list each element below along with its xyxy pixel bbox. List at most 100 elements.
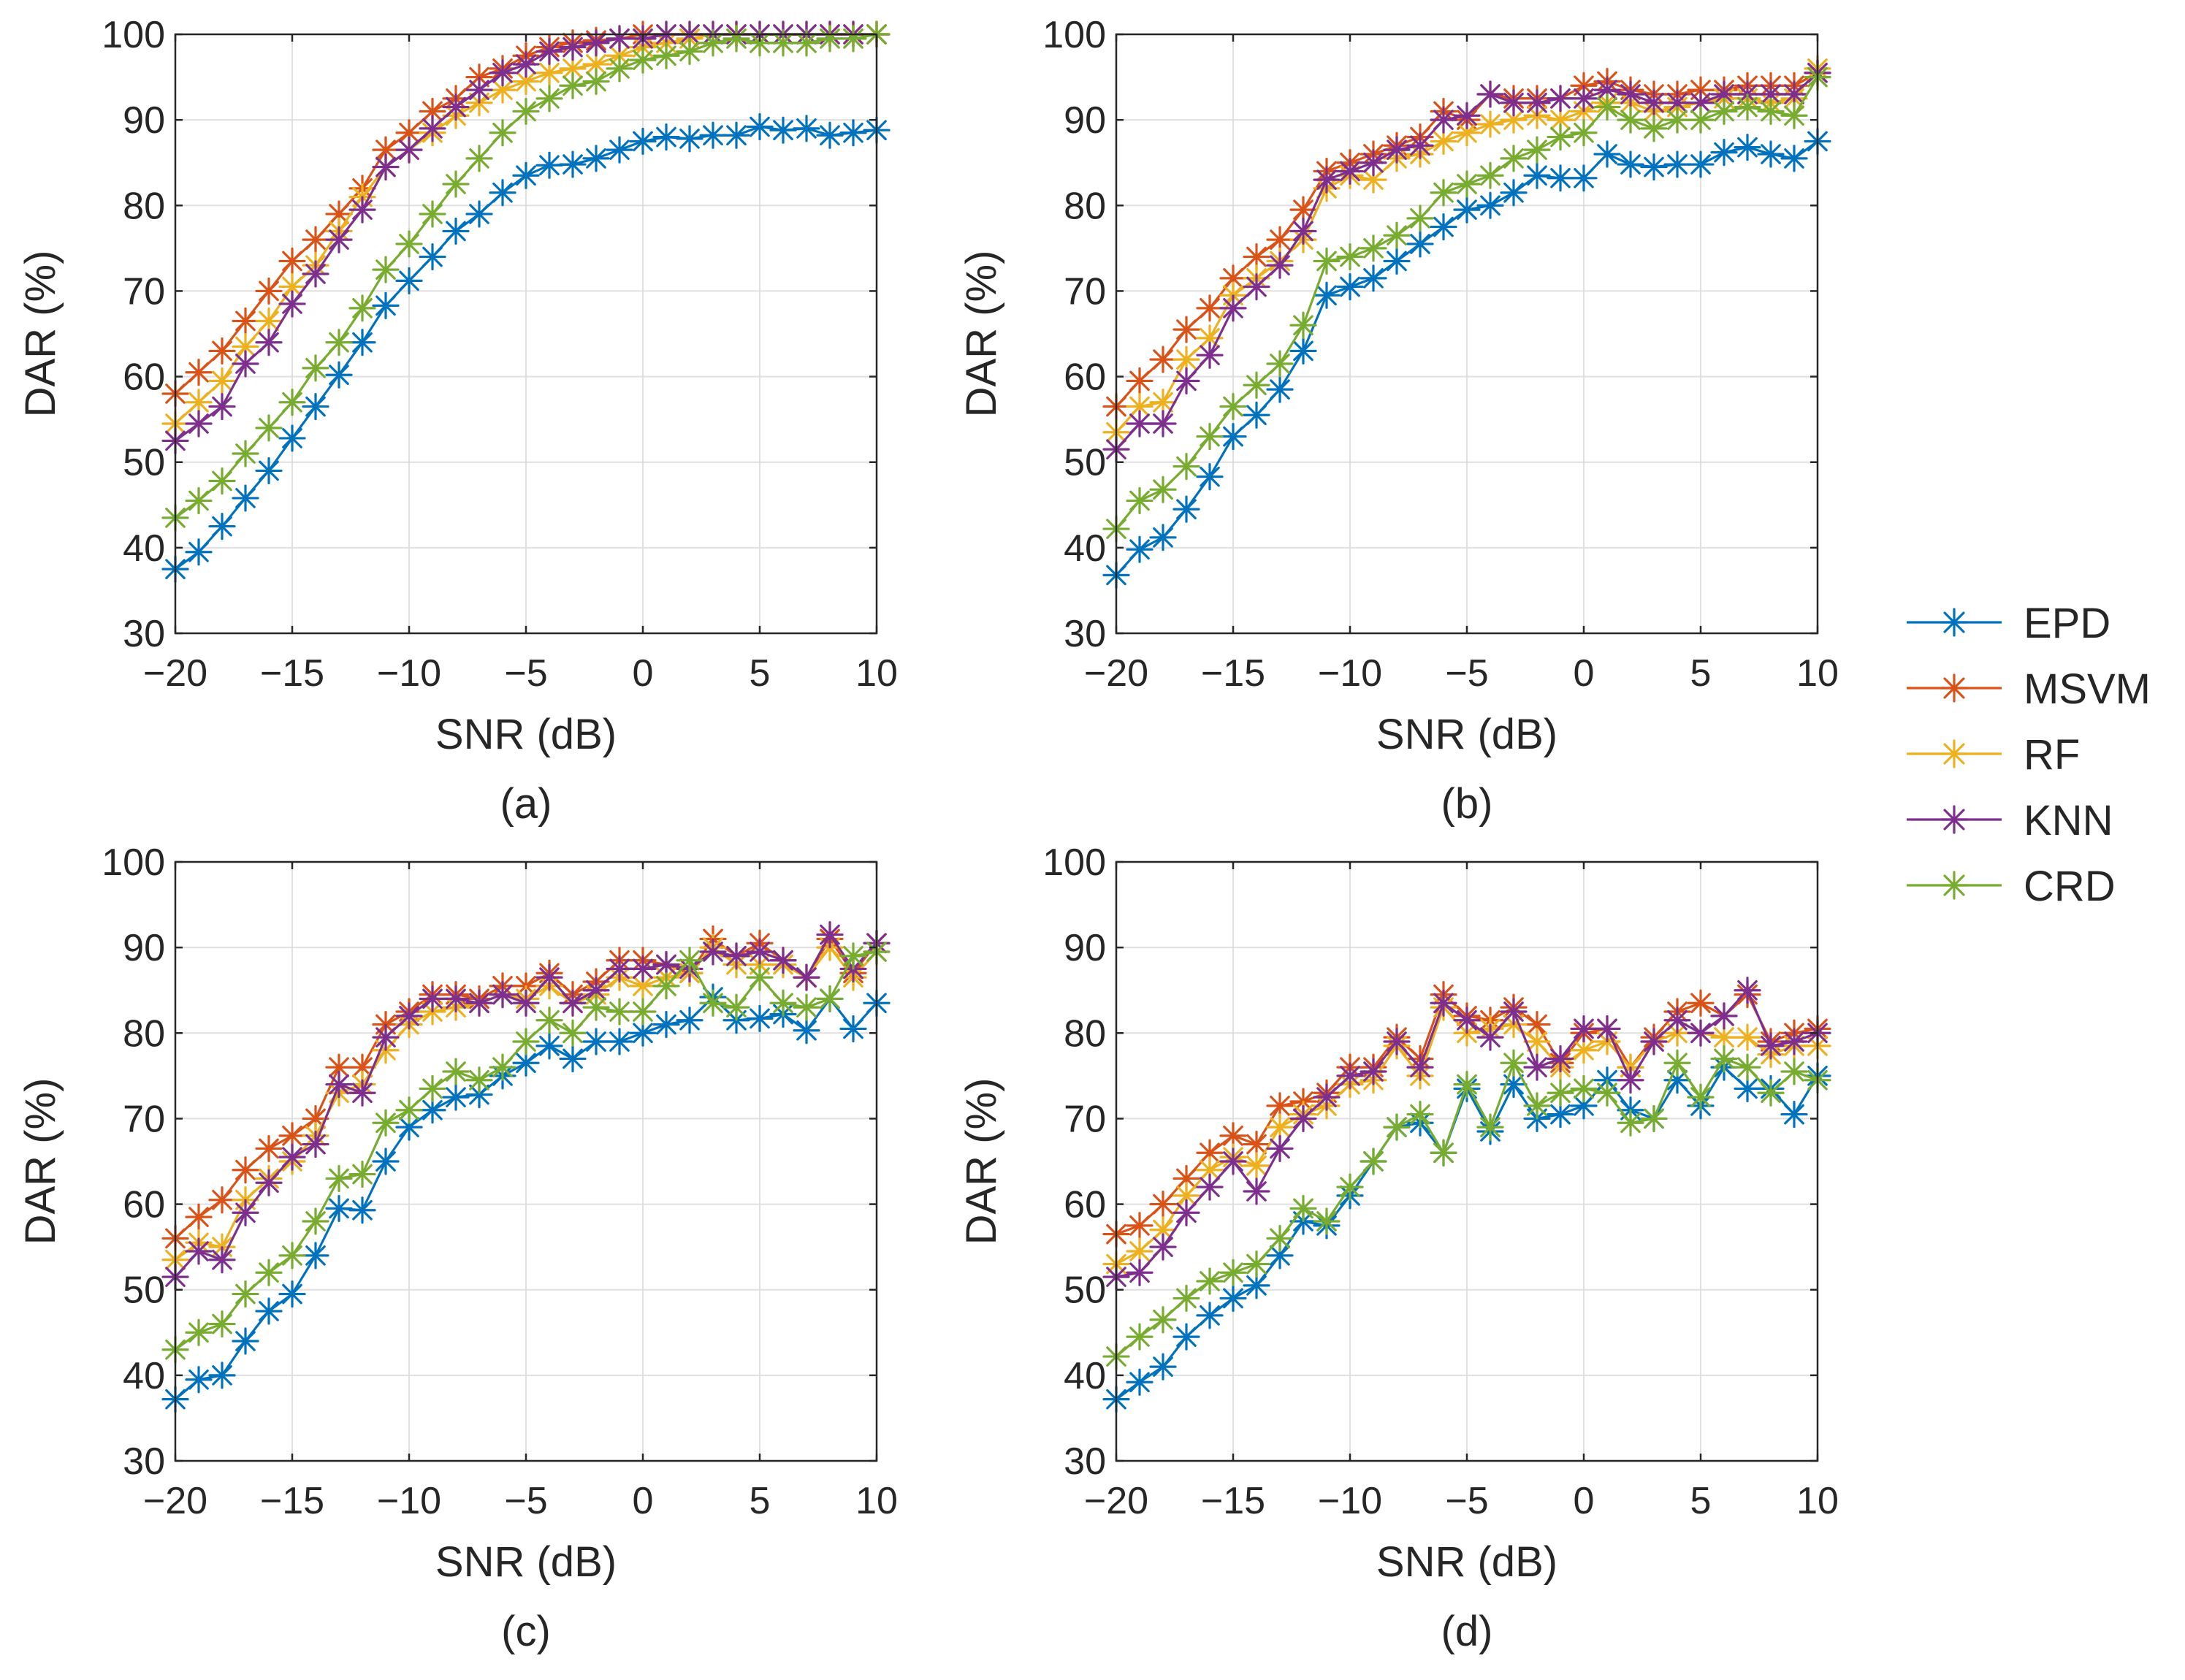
data-point [232,1280,259,1308]
data-point [606,1028,633,1055]
y-tick-label: 70 [123,270,165,313]
data-point [1523,136,1551,164]
data-point [1219,422,1247,451]
data-point [1570,164,1598,192]
data-point [302,1242,329,1269]
y-tick-label: 40 [1064,527,1106,570]
panel-caption: (a) [500,780,552,828]
data-point [232,350,259,378]
legend-entry-epd: EPD [1907,600,2110,647]
data-point [1313,1083,1341,1111]
x-axis-label: SNR (dB) [435,1538,617,1586]
x-tick-label: −15 [1201,652,1265,695]
data-point [232,1327,259,1355]
data-point [278,1143,306,1171]
data-point [1126,1259,1153,1286]
data-point [208,367,236,395]
y-axis-label: DAR (%) [17,1078,64,1245]
y-tick-label: 50 [123,1269,165,1312]
data-point [1500,89,1528,117]
data-point [395,1096,423,1124]
data-point [1500,1049,1528,1077]
series-epd [161,983,891,1413]
data-point [1547,123,1574,151]
data-point [208,1246,236,1274]
data-point [769,116,797,144]
data-point [395,267,423,294]
data-point [489,119,516,147]
data-point [1336,1062,1364,1090]
data-point [816,121,844,149]
data-point [348,1079,376,1107]
data-point [1547,1079,1574,1107]
y-tick-label: 30 [123,613,165,655]
data-point [1500,106,1528,134]
data-point [1289,1104,1317,1133]
data-point [208,337,236,365]
data-point [746,112,774,141]
data-point [419,200,446,228]
data-point [1336,272,1364,301]
y-tick-label: 100 [1042,14,1106,56]
data-point [1570,1036,1598,1064]
data-point [629,46,657,74]
data-point [489,179,516,207]
data-point [1383,1028,1411,1055]
data-point [1126,1323,1153,1351]
data-point [652,123,680,151]
data-point [1406,230,1434,258]
data-point [442,1083,470,1111]
y-tick-label: 100 [1042,841,1106,884]
data-point [325,1164,353,1193]
data-point [699,121,727,149]
x-tick-label: −5 [504,1480,547,1522]
data-point [1710,97,1738,126]
data-point [676,37,703,66]
data-point [208,512,236,541]
data-point [699,989,727,1017]
x-tick-label: 5 [750,652,771,695]
data-point [1640,115,1668,142]
data-point [1313,1207,1341,1235]
data-point [302,354,329,382]
data-point [1663,1049,1691,1077]
data-point [1523,1053,1551,1081]
data-point [208,1186,236,1214]
x-tick-label: 10 [1796,1480,1839,1522]
data-point [606,25,633,53]
data-point [1289,217,1317,245]
data-point [652,42,680,69]
data-point [839,25,867,53]
data-point [1219,1148,1247,1175]
data-point [1172,1323,1200,1351]
data-point [512,1028,540,1055]
data-point [1126,1212,1153,1240]
data-point [1243,243,1270,271]
data-point [395,230,423,258]
data-point [652,1010,680,1039]
data-point [1570,1092,1598,1120]
data-point [348,196,376,224]
data-point [1149,1190,1177,1218]
data-point [606,955,633,983]
data-point [1617,1109,1644,1137]
data-point [419,243,446,271]
data-point [325,226,353,253]
data-point [1149,524,1177,551]
data-point [372,256,400,283]
data-point [1663,1007,1691,1034]
data-point [1430,106,1457,134]
data-point [1734,134,1761,161]
data-point [1757,1079,1785,1107]
y-tick-label: 50 [1064,442,1106,484]
y-tick-label: 90 [123,927,165,969]
data-point [302,1207,329,1235]
y-tick-label: 100 [102,14,165,56]
data-point [535,1032,563,1060]
data-point [325,361,353,389]
data-point [1289,311,1317,339]
data-point [348,294,376,322]
data-point [1172,367,1200,395]
data-point [1196,341,1224,369]
data-point [185,1318,213,1346]
